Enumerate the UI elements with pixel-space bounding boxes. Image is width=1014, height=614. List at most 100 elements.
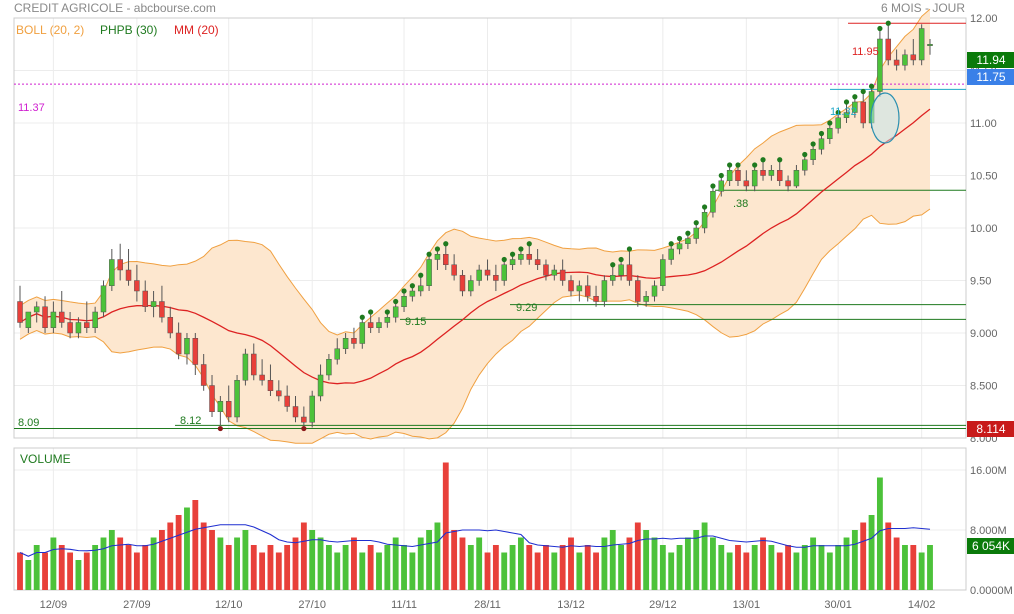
volume-bar	[543, 545, 549, 590]
price-tick-label: 9.50	[970, 276, 991, 288]
volume-bar	[108, 530, 115, 590]
phpb-dot	[827, 120, 833, 126]
badge-volume: 6 054K	[972, 539, 1010, 553]
candle-body	[701, 212, 708, 229]
candle-body	[84, 322, 90, 328]
price-tick-label: 10.00	[970, 223, 998, 235]
volume-bar	[718, 545, 725, 590]
volume-bar	[367, 545, 374, 590]
volume-bar	[434, 522, 441, 590]
badge-high: 11.94	[976, 53, 1005, 67]
candle-body	[484, 269, 491, 276]
phpb-dot	[401, 288, 407, 294]
candle-body	[635, 280, 641, 302]
volume-axis: 16.00M 8.000M 0.0000M	[970, 465, 1013, 597]
volume-bar	[209, 530, 215, 590]
date-tick-label: 29/12	[649, 599, 677, 611]
candle-body	[67, 322, 73, 334]
level-lines	[14, 22, 966, 430]
volume-bar	[309, 530, 316, 590]
phpb-dot	[443, 241, 449, 247]
volume-bar	[768, 545, 775, 590]
volume-bar	[133, 552, 140, 590]
volume-bar	[492, 545, 499, 590]
volume-bar	[684, 537, 691, 590]
volume-bar	[760, 537, 766, 590]
candle-body	[417, 285, 424, 292]
candle-body	[568, 280, 574, 292]
volume-bars	[17, 462, 933, 590]
volume-bar	[117, 537, 124, 590]
volume-tick-label: 8.000M	[970, 525, 1007, 537]
volume-bar	[58, 545, 65, 590]
volume-bar	[893, 537, 900, 590]
date-tick-label: 28/11	[474, 599, 501, 611]
volume-bar	[818, 545, 825, 590]
volume-bar	[401, 545, 407, 590]
volume-label: VOLUME	[20, 452, 71, 466]
volume-bar	[225, 545, 232, 590]
volume-bar	[376, 552, 382, 590]
volume-bar	[359, 552, 366, 590]
candle-body	[818, 138, 825, 150]
volume-bar	[125, 545, 132, 590]
candle-body	[451, 264, 457, 276]
candle-body	[843, 112, 850, 118]
badge-low-bg	[967, 421, 1014, 437]
candle-body	[476, 269, 482, 281]
candle-body	[142, 290, 148, 307]
phpb-dot	[409, 283, 415, 289]
candle-body	[601, 280, 608, 302]
volume-bar	[100, 537, 107, 590]
badge-close-bg	[967, 69, 1014, 85]
phpb-dots	[217, 20, 891, 432]
volume-bar	[576, 552, 583, 590]
candle-body	[459, 275, 466, 292]
volume-bar	[150, 537, 157, 590]
candle-body	[217, 401, 224, 412]
moving-average	[19, 108, 931, 385]
date-tick-label: 12/09	[40, 599, 68, 611]
volume-bar	[234, 537, 240, 590]
candle-body	[827, 128, 833, 139]
level-929-label: 9.29	[516, 302, 537, 314]
volume-bar	[517, 537, 524, 590]
low-809-label: 8.09	[18, 417, 39, 429]
candle-body	[409, 290, 416, 297]
highlight-ellipse	[870, 92, 900, 144]
date-tick-label: 11/11	[391, 599, 417, 611]
candle-body	[693, 227, 699, 239]
volume-bar	[810, 537, 817, 590]
volume-bar	[676, 545, 683, 590]
volume-bar	[693, 530, 700, 590]
volume-bar	[927, 545, 933, 590]
volume-bar	[643, 530, 650, 590]
candle-body	[209, 385, 215, 412]
volume-bar	[793, 552, 800, 590]
phpb-dot	[501, 256, 507, 263]
low-marker	[301, 425, 307, 432]
volume-bar	[67, 552, 74, 590]
phpb-dot	[693, 220, 699, 226]
candle-body	[885, 38, 892, 61]
candle-body	[509, 259, 516, 265]
candle-body	[334, 348, 341, 360]
volume-bar	[902, 545, 908, 590]
price-tick-label: 9.000	[970, 328, 998, 340]
candle-body	[150, 301, 157, 307]
volume-bar	[609, 530, 616, 590]
candle-body	[17, 301, 23, 323]
phpb-dot	[685, 230, 691, 236]
candle-body	[301, 416, 307, 423]
volume-bar	[785, 545, 791, 590]
candle-body	[184, 338, 190, 355]
candle-body	[668, 248, 674, 260]
candle-body	[785, 180, 791, 187]
phpb-dot	[727, 162, 733, 168]
volume-bar	[876, 477, 883, 590]
date-tick-label: 27/09	[123, 599, 151, 611]
candle-body	[25, 311, 32, 328]
volume-bar	[776, 552, 783, 590]
candle-body	[50, 311, 57, 328]
volume-bar	[651, 537, 658, 590]
